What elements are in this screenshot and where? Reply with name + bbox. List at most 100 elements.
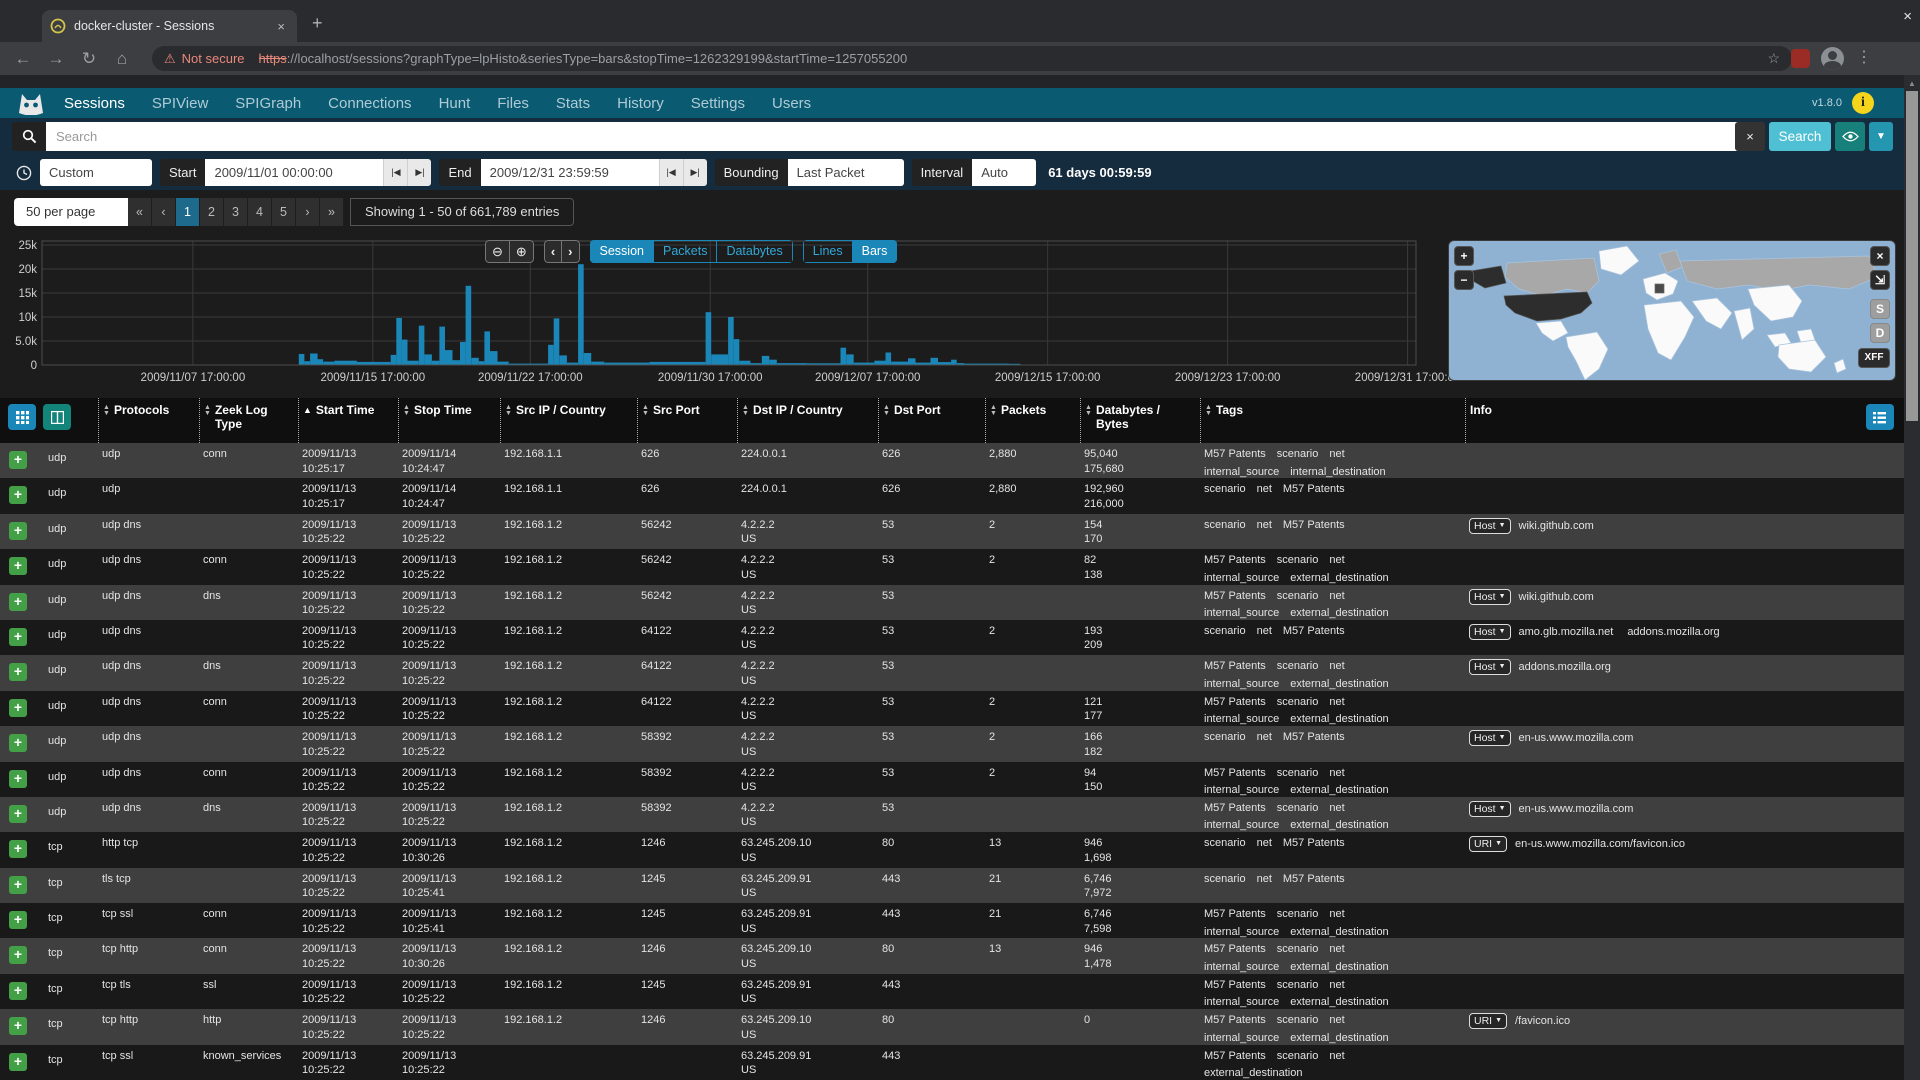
cell-dst-port[interactable]: 80 — [878, 832, 985, 867]
cell-dst-ip[interactable]: 4.2.2.2US — [737, 726, 878, 761]
tag[interactable]: external_destination — [1290, 783, 1388, 797]
expand-session-button[interactable]: + — [9, 522, 27, 540]
info-field-chip[interactable]: Host▼ — [1469, 624, 1511, 640]
reload-icon[interactable]: ↻ — [79, 49, 99, 69]
expand-session-button[interactable]: + — [9, 946, 27, 964]
tag[interactable]: scenario — [1277, 659, 1319, 674]
interval-select[interactable]: Auto — [972, 159, 1036, 186]
tag[interactable]: net — [1257, 518, 1272, 533]
search-options-caret[interactable]: ▼ — [1869, 122, 1893, 151]
column-header-databytes-[interactable]: ▲▼Databytes /Bytes — [1080, 398, 1200, 443]
expand-session-button[interactable]: + — [9, 840, 27, 858]
tag[interactable]: net — [1329, 766, 1344, 781]
cell-dst-port[interactable]: 53 — [878, 549, 985, 584]
tag[interactable]: net — [1329, 589, 1344, 604]
end-skip-back-icon[interactable]: |◀ — [659, 159, 683, 186]
tag[interactable]: external_destination — [1290, 960, 1388, 974]
tag[interactable]: M57 Patents — [1283, 730, 1345, 745]
info-field-chip[interactable]: Host▼ — [1469, 659, 1511, 675]
expand-session-button[interactable]: + — [9, 593, 27, 611]
tag[interactable]: net — [1329, 1049, 1344, 1064]
tag[interactable]: M57 Patents — [1283, 872, 1345, 887]
cell-dst-ip[interactable]: 4.2.2.2US — [737, 691, 878, 726]
per-page-select[interactable]: 50 per page — [14, 198, 128, 226]
tag[interactable]: scenario — [1204, 872, 1246, 887]
cell-src-port[interactable]: 56242 — [637, 514, 737, 549]
cell-src-ip[interactable]: 192.168.1.1 — [500, 443, 637, 478]
cell-src-port[interactable]: 626 — [637, 443, 737, 478]
cell-dst-port[interactable]: 443 — [878, 1045, 985, 1080]
expand-session-button[interactable]: + — [9, 628, 27, 646]
tag[interactable]: net — [1329, 695, 1344, 710]
warning-icon[interactable]: ⚠ — [164, 51, 176, 67]
page-button-»[interactable]: » — [320, 198, 344, 226]
tag[interactable]: scenario — [1204, 624, 1246, 639]
tag[interactable]: scenario — [1204, 730, 1246, 745]
search-button[interactable]: Search — [1769, 122, 1831, 151]
page-button-5[interactable]: 5 — [272, 198, 296, 226]
tag[interactable]: internal_source — [1204, 818, 1279, 832]
info-field-chip[interactable]: Host▼ — [1469, 801, 1511, 817]
cell-dst-ip[interactable]: 4.2.2.2US — [737, 585, 878, 620]
cell-src-ip[interactable]: 192.168.1.2 — [500, 691, 637, 726]
cell-src-port[interactable]: 1245 — [637, 903, 737, 938]
expand-session-button[interactable]: + — [9, 699, 27, 717]
column-header-zeek-log[interactable]: ▲▼Zeek LogType — [199, 398, 298, 443]
column-header-dst-port[interactable]: ▲▼Dst Port — [878, 398, 985, 443]
nav-item-history[interactable]: History — [617, 95, 664, 112]
nav-item-connections[interactable]: Connections — [328, 95, 411, 112]
tag[interactable]: net — [1329, 942, 1344, 957]
expand-session-button[interactable]: + — [9, 805, 27, 823]
tag[interactable]: net — [1257, 624, 1272, 639]
info-field-chip[interactable]: Host▼ — [1469, 589, 1511, 605]
info-value[interactable]: en-us.www.mozilla.com — [1519, 802, 1634, 817]
expand-session-button[interactable]: + — [9, 911, 27, 929]
cell-dst-ip[interactable]: 4.2.2.2US — [737, 797, 878, 832]
cell-src-port[interactable]: 58392 — [637, 762, 737, 797]
eye-toggle-button[interactable] — [1835, 122, 1865, 151]
cell-src-port[interactable]: 1245 — [637, 974, 737, 1009]
cell-src-ip[interactable]: 192.168.1.2 — [500, 549, 637, 584]
column-header-protocols[interactable]: ▲▼Protocols — [98, 398, 199, 443]
nav-item-sessions[interactable]: Sessions — [64, 95, 125, 112]
tag[interactable]: net — [1329, 978, 1344, 993]
tag[interactable]: M57 Patents — [1283, 624, 1345, 639]
tag[interactable]: external_destination — [1290, 677, 1388, 691]
nav-item-users[interactable]: Users — [772, 95, 811, 112]
expand-session-button[interactable]: + — [9, 557, 27, 575]
cell-src-port[interactable]: 1246 — [637, 832, 737, 867]
cell-dst-ip[interactable]: 4.2.2.2US — [737, 762, 878, 797]
map-close-icon[interactable]: × — [1870, 246, 1890, 266]
info-value[interactable]: wiki.github.com — [1519, 519, 1594, 534]
tag[interactable]: external_destination — [1290, 712, 1388, 726]
tag[interactable]: M57 Patents — [1204, 447, 1266, 462]
end-time-input[interactable]: 2009/12/31 23:59:59 — [481, 159, 659, 186]
arkime-owl-logo[interactable] — [14, 91, 48, 115]
cell-dst-port[interactable]: 626 — [878, 478, 985, 513]
not-secure-label[interactable]: Not secure — [182, 51, 245, 66]
cell-src-ip[interactable]: 192.168.1.2 — [500, 832, 637, 867]
info-value[interactable]: addons.mozilla.org — [1627, 625, 1719, 640]
cell-src-ip[interactable]: 192.168.1.2 — [500, 797, 637, 832]
column-header-info[interactable]: Info — [1465, 398, 1855, 443]
cell-dst-ip[interactable]: 63.245.209.91US — [737, 903, 878, 938]
map-expand-icon[interactable]: ⇲ — [1870, 270, 1890, 290]
tag[interactable]: scenario — [1277, 766, 1319, 781]
tag[interactable]: internal_destination — [1290, 465, 1385, 479]
world-map[interactable]: + − × ⇲ S D XFF — [1448, 240, 1896, 381]
tag[interactable]: M57 Patents — [1283, 836, 1345, 851]
tag[interactable]: internal_source — [1204, 925, 1279, 939]
nav-item-spiview[interactable]: SPIView — [152, 95, 208, 112]
expand-session-button[interactable]: + — [9, 770, 27, 788]
tag[interactable]: scenario — [1277, 942, 1319, 957]
tag[interactable]: internal_source — [1204, 606, 1279, 620]
info-value[interactable]: en-us.www.mozilla.com/favicon.ico — [1515, 837, 1685, 852]
tag[interactable]: net — [1257, 730, 1272, 745]
home-icon[interactable]: ⌂ — [112, 49, 132, 69]
browser-tab[interactable]: docker-cluster - Sessions × — [42, 10, 297, 42]
back-icon[interactable]: ← — [13, 49, 33, 69]
tag[interactable]: internal_source — [1204, 783, 1279, 797]
tag[interactable]: net — [1329, 907, 1344, 922]
extension-icon[interactable] — [1791, 49, 1810, 68]
tag[interactable]: net — [1329, 801, 1344, 816]
